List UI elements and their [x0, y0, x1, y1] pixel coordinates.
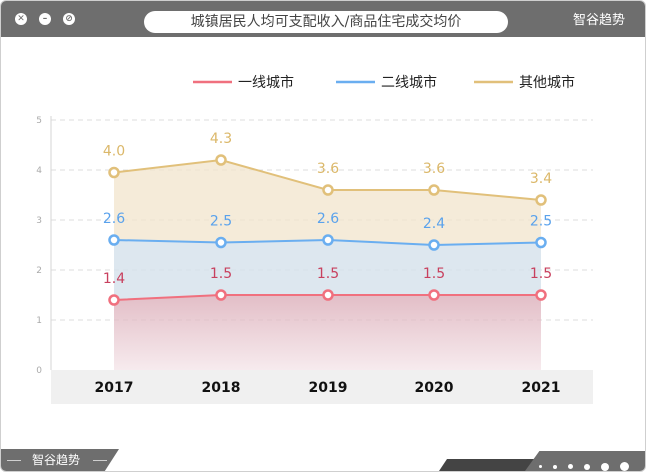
page-dot[interactable]: [600, 462, 609, 471]
window-title: 城镇居民人均可支配收入/商品住宅成交均价: [144, 11, 508, 33]
data-point: [428, 289, 440, 301]
footer-dark-strip: [439, 459, 539, 471]
x-tick-label: 2020: [415, 380, 454, 396]
x-tick-label: 2017: [95, 380, 134, 396]
data-label: 4.3: [210, 131, 232, 147]
chart-legend: 一线城市 二线城市 其他城市: [193, 74, 575, 91]
data-point: [215, 289, 227, 301]
chart-points: [108, 154, 547, 306]
data-label: 1.4: [103, 271, 125, 287]
y-tick-label: 2: [36, 266, 42, 276]
data-point: [108, 234, 120, 246]
data-point: [428, 184, 440, 196]
data-point: [108, 166, 120, 179]
page-dot[interactable]: [567, 464, 573, 469]
no-entry-icon: ⊘: [65, 14, 73, 24]
legend-label: 二线城市: [381, 74, 437, 91]
close-icon: ✕: [17, 14, 25, 24]
y-tick-label: 3: [36, 216, 42, 226]
data-label: 3.6: [317, 161, 339, 177]
area-二线城市: [114, 240, 541, 300]
data-label: 2.5: [530, 214, 552, 230]
data-point: [535, 194, 547, 206]
data-point: [322, 184, 334, 196]
y-tick-label: 1: [36, 316, 42, 326]
footer-dash: [7, 460, 21, 461]
data-point: [215, 236, 227, 249]
footer-dash: [93, 460, 107, 461]
x-axis-band: [51, 370, 593, 404]
data-point: [322, 234, 334, 246]
legend-label: 一线城市: [238, 74, 294, 91]
page-dot[interactable]: [552, 464, 557, 469]
y-tick-label: 0: [36, 366, 42, 376]
y-tick-label: 5: [36, 116, 42, 126]
page-dot[interactable]: [538, 465, 542, 468]
data-point: [215, 154, 227, 166]
x-tick-label: 2019: [309, 380, 348, 396]
data-label: 2.4: [423, 216, 445, 232]
minimize-icon: –: [42, 14, 48, 24]
x-tick-label: 2018: [202, 380, 241, 396]
title-bar: ✕ – ⊘ 城镇居民人均可支配收入/商品住宅成交均价 智谷趋势: [1, 1, 645, 37]
data-label: 1.5: [530, 266, 552, 282]
data-label: 2.6: [317, 211, 339, 227]
chart-areas: [114, 160, 541, 370]
data-point: [322, 289, 334, 301]
data-label: 3.4: [530, 171, 552, 187]
page-dots: [533, 456, 629, 471]
data-point: [535, 236, 547, 249]
chart-data-labels: 1.4 1.5 1.5 1.5 1.5 2.6 2.5 2.6 2.4 2.5 4.0 4.3 3.6 3…: [103, 131, 552, 287]
data-point: [428, 239, 440, 251]
data-label: 1.5: [423, 266, 445, 282]
legend-label: 其他城市: [519, 74, 575, 91]
area-其他城市: [114, 160, 541, 245]
data-label: 1.5: [210, 266, 232, 282]
data-label: 1.5: [317, 266, 339, 282]
y-axis-ticks: 0 1 2 3 4 5: [36, 116, 42, 376]
data-label: 2.5: [210, 214, 232, 230]
footer-page-indicator: [439, 451, 645, 471]
footer-brand-tab: 智谷趋势: [1, 449, 119, 471]
page-dot-active[interactable]: [620, 462, 629, 471]
x-tick-label: 2021: [522, 380, 561, 396]
page-dot[interactable]: [583, 463, 590, 470]
brand-logo: 智谷趋势: [572, 13, 625, 28]
data-label: 2.6: [103, 211, 125, 227]
minimize-button[interactable]: –: [39, 13, 51, 25]
disable-button[interactable]: ⊘: [63, 13, 75, 25]
area-一线城市: [114, 295, 541, 370]
data-label: 3.6: [423, 161, 445, 177]
data-point: [535, 289, 547, 301]
data-point: [108, 294, 120, 306]
y-tick-label: 4: [36, 166, 42, 176]
close-button[interactable]: ✕: [15, 13, 27, 25]
footer-brand: 智谷趋势: [32, 453, 81, 467]
data-label: 4.0: [103, 144, 125, 160]
x-axis-ticks: 2017 2018 2019 2020 2021: [95, 380, 561, 396]
